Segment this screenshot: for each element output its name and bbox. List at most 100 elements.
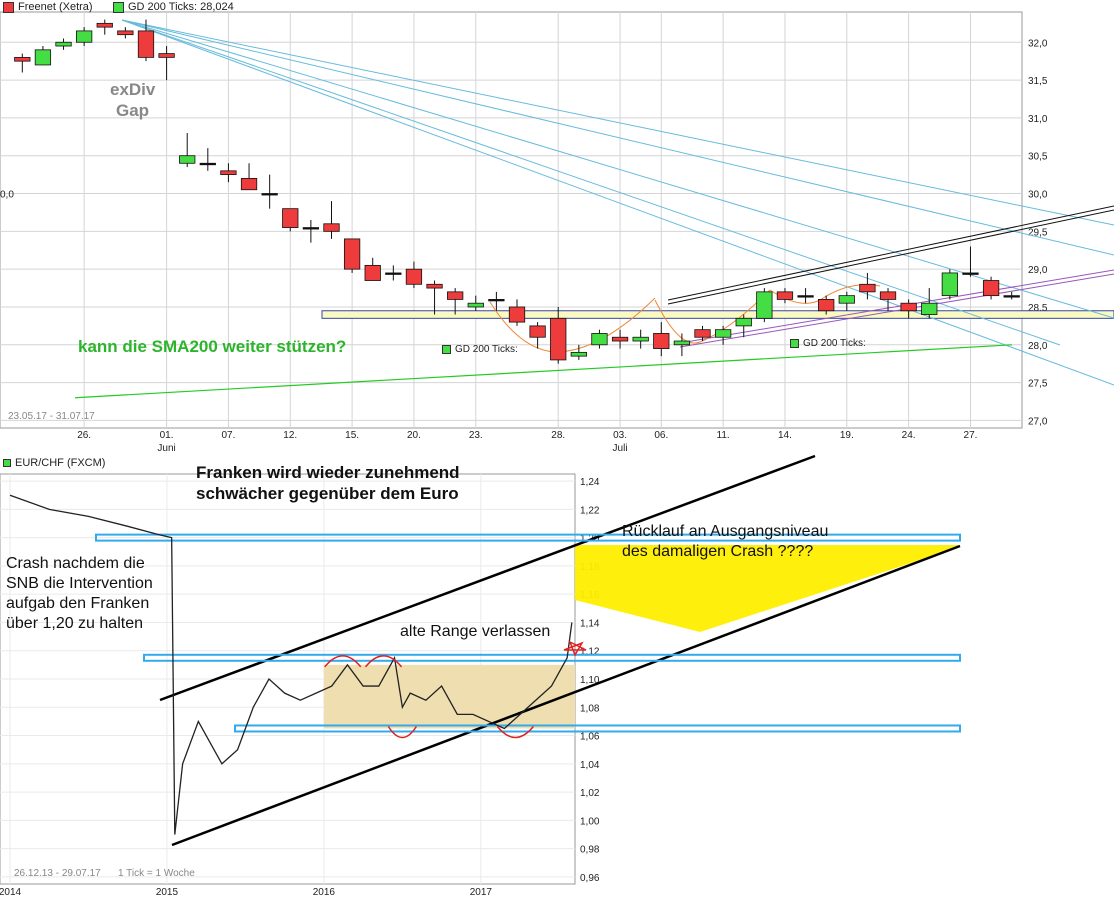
top-x-tick-label: 06. xyxy=(654,430,668,441)
candle-body xyxy=(405,268,423,285)
top-y-tick-label: 29,5 xyxy=(1028,227,1048,238)
upper-channel-line xyxy=(667,205,1114,301)
crash-annotation: Crash nachdem die SNB die Intervention a… xyxy=(6,554,153,634)
upper-channel-line xyxy=(667,209,1114,305)
legend-freenet: Freenet (Xetra) xyxy=(3,1,93,13)
level-band xyxy=(143,653,961,662)
legend-series2: GD 200 Ticks: 28,024 xyxy=(128,1,234,13)
candle-body xyxy=(96,22,113,28)
candle-body xyxy=(611,336,629,342)
candle-body xyxy=(735,317,752,327)
top-y-tick-label: 31,0 xyxy=(1028,114,1048,125)
candle-body xyxy=(900,302,917,312)
trend-fan-line xyxy=(121,19,1114,386)
top-arc xyxy=(364,655,403,668)
candle-body xyxy=(302,227,320,230)
candle-body xyxy=(261,193,278,196)
annotation-sma: kann die SMA200 weiter stützen? xyxy=(78,337,347,356)
channel-upper xyxy=(159,454,816,702)
lower-channel-line xyxy=(679,269,1114,344)
old-range-box xyxy=(323,664,575,729)
top-x-tick-label: 24. xyxy=(902,430,916,441)
sma-label-1-text: GD 200 Ticks: xyxy=(455,344,518,355)
candle-body xyxy=(199,162,216,166)
bottom-y-tick-label: 1,10 xyxy=(580,675,600,686)
candle-body xyxy=(550,317,567,361)
candle-body xyxy=(76,30,93,43)
top-y-tick-label: 28,0 xyxy=(1028,341,1048,352)
legend-eurchf-label: EUR/CHF (FXCM) xyxy=(15,457,106,469)
top-x-tick-label: 03. xyxy=(613,430,627,441)
candle-body xyxy=(179,155,196,164)
annotation-gap: Gap xyxy=(116,101,150,120)
top-x-tick-label: 12. xyxy=(283,430,297,441)
top-y-tick-label: 30,0 xyxy=(1028,190,1048,201)
top-arc xyxy=(324,655,362,668)
top-y-tick-label: 31,5 xyxy=(1028,76,1048,87)
candle-body xyxy=(55,41,72,47)
bottom-y-tick-label: 1,12 xyxy=(580,647,600,658)
candle-body xyxy=(982,280,1000,297)
bottom-title-line1: Franken wird wieder zunehmend xyxy=(196,463,460,482)
support-band xyxy=(321,310,1114,319)
bottom-title-line2: schwächer gegenüber dem Euro xyxy=(196,484,459,503)
sma-label-2-text: GD 200 Ticks: xyxy=(803,338,866,349)
bottom-arc xyxy=(387,726,417,739)
legend-eurchf: EUR/CHF (FXCM) xyxy=(3,457,105,469)
ruecklauf-line-2: des damaligen Crash ???? xyxy=(622,543,814,560)
candle-body xyxy=(343,238,361,270)
candle-body xyxy=(694,329,711,338)
top-x-tick-label: 15. xyxy=(345,430,359,441)
candle-body xyxy=(364,264,381,281)
ruecklauf-annotation: Rücklauf an Ausgangsniveau des damaligen… xyxy=(622,522,828,562)
bottom-y-tick-label: 1,04 xyxy=(580,760,600,771)
candle-body xyxy=(653,333,670,349)
sma200-line xyxy=(74,344,1013,399)
bottom-y-tick-label: 1,02 xyxy=(580,788,600,799)
candle-body xyxy=(962,272,979,275)
top-range-label: 23.05.17 - 31.07.17 xyxy=(8,411,95,422)
bottom-y-tick-label: 1,00 xyxy=(580,816,600,827)
trend-fan-line xyxy=(121,19,1114,319)
candle-body xyxy=(921,302,938,315)
bottom-y-tick-label: 1,22 xyxy=(580,505,600,516)
candle-body xyxy=(467,302,484,308)
legend-series1: Freenet (Xetra) xyxy=(18,1,93,13)
bottom-range-label: 26.12.13 - 29.07.17 xyxy=(14,868,101,879)
crash-line-2: SNB die Intervention xyxy=(6,575,153,592)
candle-body xyxy=(591,333,608,346)
candle-body xyxy=(529,325,546,338)
candle-body xyxy=(508,306,526,323)
candle-body xyxy=(879,291,897,300)
top-x-tick-label: 20. xyxy=(407,430,421,441)
alte-range-annotation: alte Range verlassen xyxy=(400,623,551,640)
candle-body xyxy=(570,351,587,357)
crash-line-4: über 1,20 zu halten xyxy=(6,615,143,632)
candle-body xyxy=(14,56,31,62)
top-y-tick-label: 30,5 xyxy=(1028,152,1048,163)
candle-body xyxy=(34,49,52,66)
candle-body xyxy=(756,291,773,319)
bottom-title: Franken wird wieder zunehmend schwächer … xyxy=(196,462,460,504)
top-y-tick-label: 27,0 xyxy=(1028,416,1048,427)
crash-line-1: Crash nachdem die xyxy=(6,555,145,572)
candle-body xyxy=(488,299,505,302)
candle-body xyxy=(776,291,794,300)
sma-label-1: GD 200 Ticks: xyxy=(442,344,518,355)
trend-fan-line xyxy=(121,19,1061,346)
candle-body xyxy=(673,340,691,346)
bottom-y-tick-label: 1,24 xyxy=(580,477,600,488)
top-y-tick-label: 28,5 xyxy=(1028,303,1048,314)
top-x-tick-label: 28. xyxy=(551,430,565,441)
annotation-exdiv: exDiv xyxy=(110,80,156,99)
sma-label-2: GD 200 Ticks: xyxy=(790,338,866,349)
top-y-tick-label: 29,0 xyxy=(1028,265,1048,276)
top-x-tick-label: 11. xyxy=(717,430,730,441)
legend-swatch-icon xyxy=(3,459,11,467)
top-x-sub-label: Juni xyxy=(157,443,175,454)
candle-body xyxy=(797,295,814,298)
bottom-arc xyxy=(496,726,534,739)
top-left-edge-label: 0,0 xyxy=(0,190,14,201)
candle-body xyxy=(941,272,958,297)
